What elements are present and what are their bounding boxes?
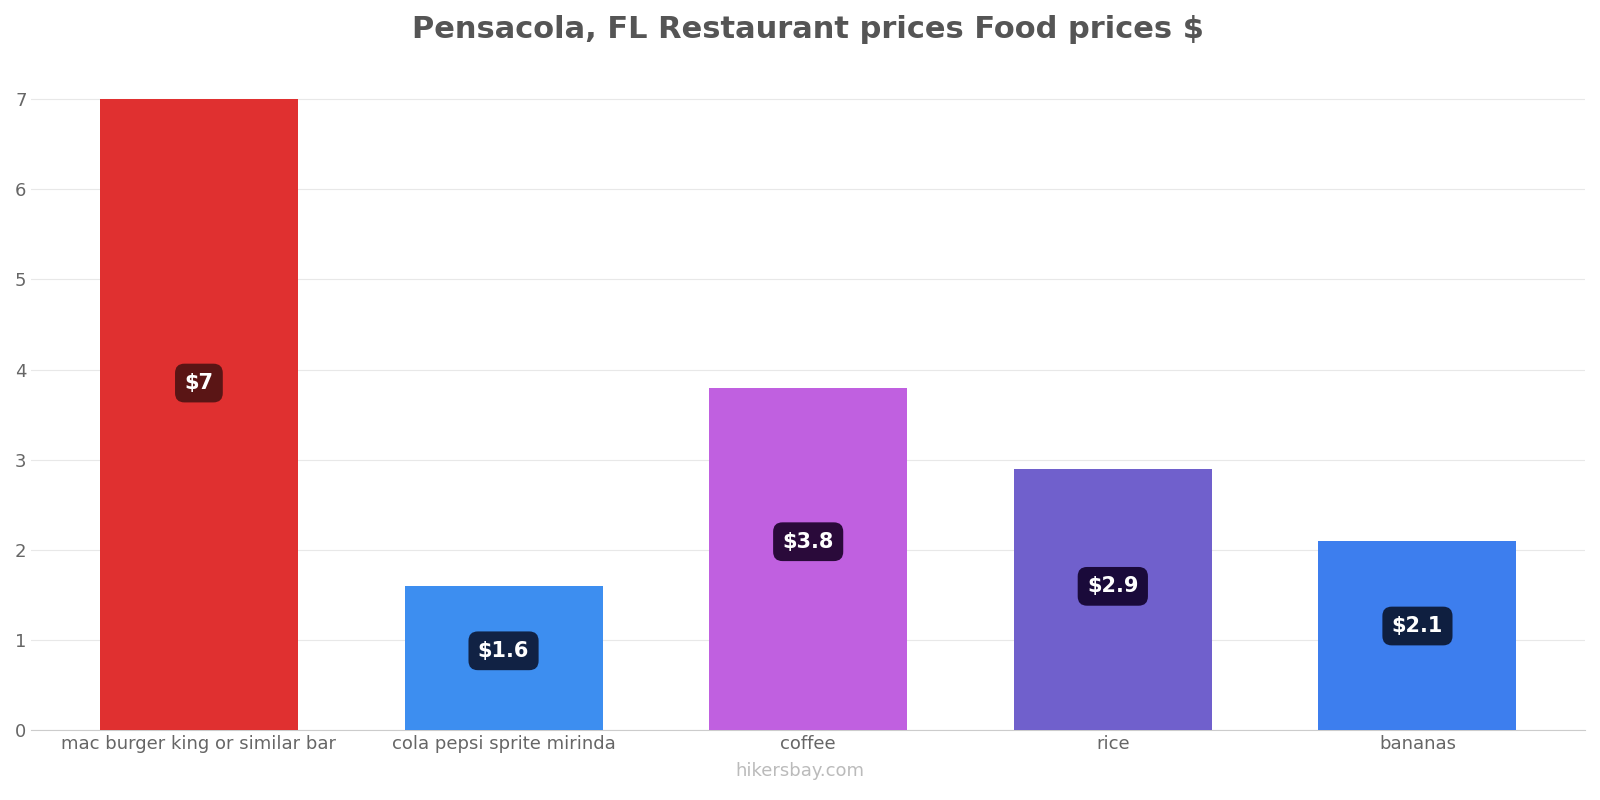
Title: Pensacola, FL Restaurant prices Food prices $: Pensacola, FL Restaurant prices Food pri…	[413, 15, 1205, 44]
Text: $3.8: $3.8	[782, 532, 834, 552]
Text: hikersbay.com: hikersbay.com	[736, 762, 864, 780]
Bar	[405, 586, 603, 730]
Text: $2.1: $2.1	[1392, 616, 1443, 636]
Text: $1.6: $1.6	[478, 641, 530, 661]
Bar	[1014, 469, 1211, 730]
Bar	[1318, 541, 1517, 730]
Text: $2.9: $2.9	[1086, 576, 1139, 596]
Bar	[99, 99, 298, 730]
Bar	[709, 387, 907, 730]
Text: $7: $7	[184, 373, 213, 393]
